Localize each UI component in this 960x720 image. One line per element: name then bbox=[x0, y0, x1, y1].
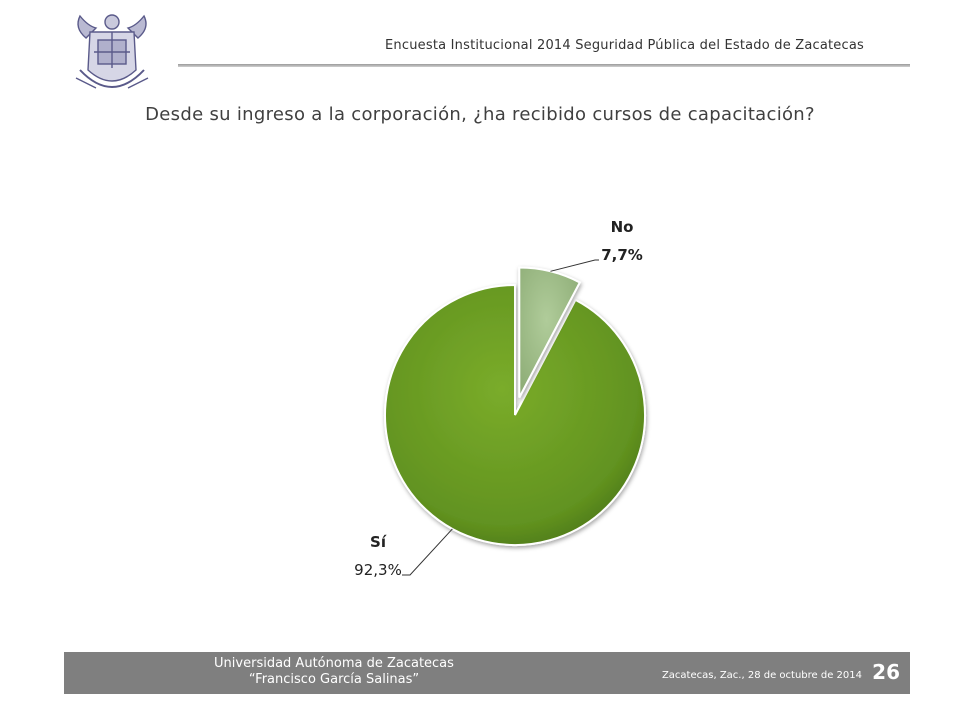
university-coat-of-arms-icon bbox=[75, 14, 149, 89]
page-number: 26 bbox=[872, 660, 900, 684]
footer-university: Universidad Autónoma de Zacatecas “Franc… bbox=[64, 656, 604, 688]
leader-line-no bbox=[550, 259, 599, 272]
footer-bar: Universidad Autónoma de Zacatecas “Franc… bbox=[64, 652, 910, 694]
footer-place-date: Zacatecas, Zac., 28 de octubre de 2014 bbox=[661, 670, 862, 681]
slice-value-label: 92,3% bbox=[354, 561, 402, 579]
leader-line-si bbox=[402, 528, 453, 576]
footer-university-name: Universidad Autónoma de Zacatecas bbox=[214, 656, 454, 671]
slice-category-label: No bbox=[611, 218, 634, 236]
header-divider bbox=[178, 64, 910, 67]
survey-title: Encuesta Institucional 2014 Seguridad Pú… bbox=[385, 38, 864, 53]
footer-university-subtitle: “Francisco García Salinas” bbox=[248, 672, 420, 687]
slice-value-label: 7,7% bbox=[601, 246, 643, 264]
pie-slice-no bbox=[518, 266, 582, 398]
pie-chart: Sí 92,3% No 7,7% bbox=[354, 218, 646, 579]
pie-slice-si bbox=[384, 283, 646, 546]
slice-category-label: Sí bbox=[370, 533, 387, 551]
question-title: Desde su ingreso a la corporación, ¿ha r… bbox=[145, 104, 815, 125]
